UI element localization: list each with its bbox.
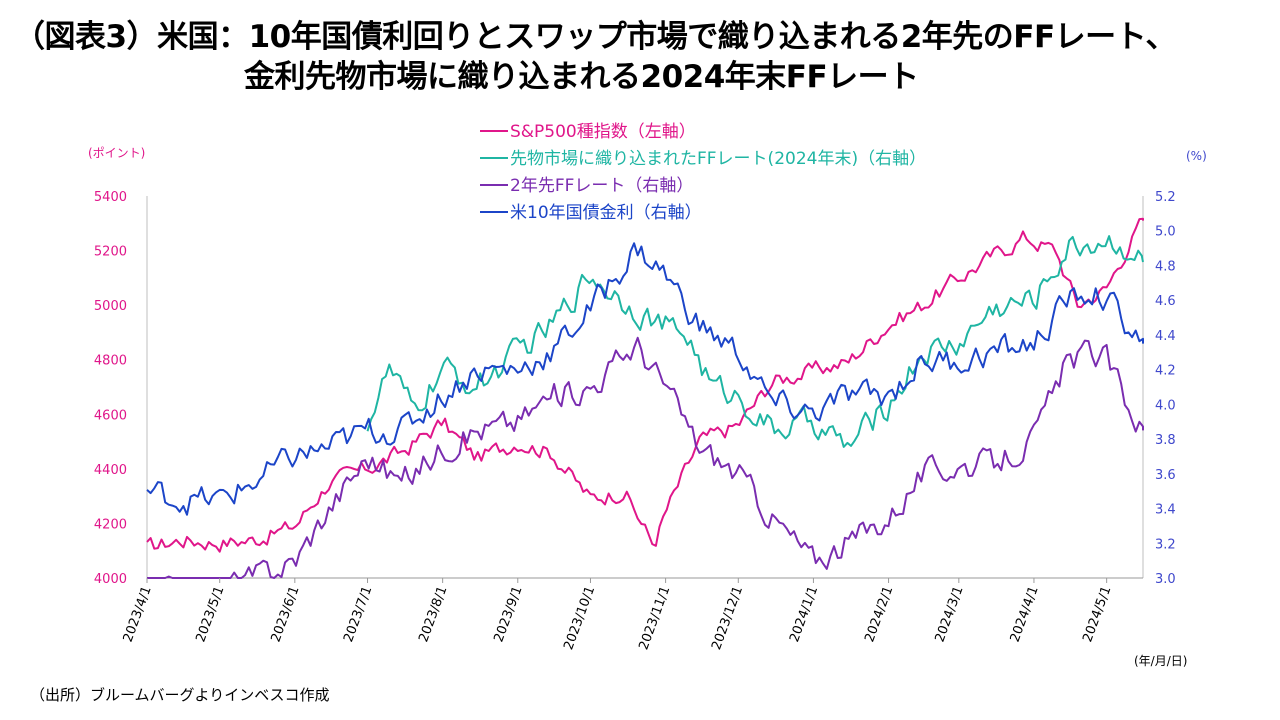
legend: S&P500種指数（左軸） 先物市場に織り込まれたFFレート(2024年末)（右軸… (480, 122, 926, 223)
right-tick-label: 3.4 (1155, 503, 1176, 518)
legend-label-futures: 先物市場に織り込まれたFFレート(2024年末)（右軸） (510, 149, 926, 169)
left-tick-label: 4200 (94, 517, 127, 532)
x-tick-label: 2023/6/1 (269, 584, 303, 644)
series-line-ust10 (146, 242, 1144, 516)
right-tick-label: 3.6 (1155, 468, 1176, 483)
right-tick-label: 4.4 (1155, 329, 1176, 344)
series-lines (146, 217, 1144, 579)
left-tick-label: 5000 (94, 299, 127, 314)
x-tick-label: 2024/2/1 (862, 584, 896, 644)
source-note: （出所）ブルームバーグよりインベスコ作成 (30, 686, 330, 704)
axes-frame (146, 196, 1144, 579)
x-tick-label: 2024/5/1 (1080, 584, 1114, 644)
series-line-futures (366, 235, 1144, 448)
right-tick-label: 3.2 (1155, 537, 1176, 552)
right-tick-label: 3.8 (1155, 433, 1176, 448)
x-tick-label: 2023/8/1 (416, 584, 450, 644)
left-tick-label: 4000 (94, 572, 127, 587)
right-tick-label: 3.0 (1155, 572, 1176, 587)
x-tick-label: 2024/3/1 (933, 584, 967, 644)
x-tick-label: 2024/4/1 (1008, 584, 1042, 644)
x-tick-label: 2023/10/1 (561, 584, 598, 652)
x-tick-label: 2023/11/1 (636, 584, 673, 652)
x-axis-ticks: 2023/4/1 2023/5/1 2023/6/1 2023/7/1 2023/8/1… (121, 578, 1114, 652)
chart-title-line1: （図表3）米国：10年国債利回りとスワップ市場で織り込まれる2年先のFFレート、 (14, 19, 1177, 55)
left-tick-label: 4400 (94, 463, 127, 478)
right-axis-ticks: 3.0 3.2 3.4 3.6 3.8 4.0 4.2 4.4 4.6 4.8 5.0 5.2 (1155, 190, 1176, 587)
left-tick-label: 4800 (94, 354, 127, 369)
x-tick-label: 2023/12/1 (709, 584, 746, 652)
right-tick-label: 4.0 (1155, 398, 1176, 413)
chart-title-line2: 金利先物市場に織り込まれる2024年末FFレート (244, 59, 919, 95)
x-tick-label: 2023/4/1 (121, 584, 155, 644)
right-tick-label: 4.6 (1155, 294, 1176, 309)
x-axis-unit: (年/月/日) (1134, 654, 1187, 668)
x-tick-label: 2023/5/1 (193, 584, 227, 644)
right-tick-label: 5.0 (1155, 225, 1176, 240)
right-tick-label: 5.2 (1155, 190, 1176, 205)
left-axis-unit: (ポイント) (88, 146, 145, 160)
left-axis-ticks: 4000 4200 4400 4600 4800 5000 5200 5400 (94, 190, 127, 587)
left-tick-label: 5200 (94, 245, 127, 260)
series-line-ff2y (147, 336, 1144, 579)
right-tick-label: 4.2 (1155, 364, 1176, 379)
right-axis-unit: (%) (1186, 149, 1207, 163)
x-tick-label: 2024/1/1 (787, 584, 821, 644)
x-tick-label: 2023/7/1 (341, 584, 375, 644)
left-tick-label: 5400 (94, 190, 127, 205)
legend-label-ff2y: 2年先FFレート（右軸） (510, 176, 693, 196)
legend-label-sp500: S&P500種指数（左軸） (510, 122, 696, 142)
x-tick-label: 2023/9/1 (491, 584, 525, 644)
legend-label-ust10: 米10年国債金利（右軸） (510, 203, 702, 223)
right-tick-label: 4.8 (1155, 259, 1176, 274)
series-line-sp500 (146, 217, 1144, 553)
left-tick-label: 4600 (94, 408, 127, 423)
